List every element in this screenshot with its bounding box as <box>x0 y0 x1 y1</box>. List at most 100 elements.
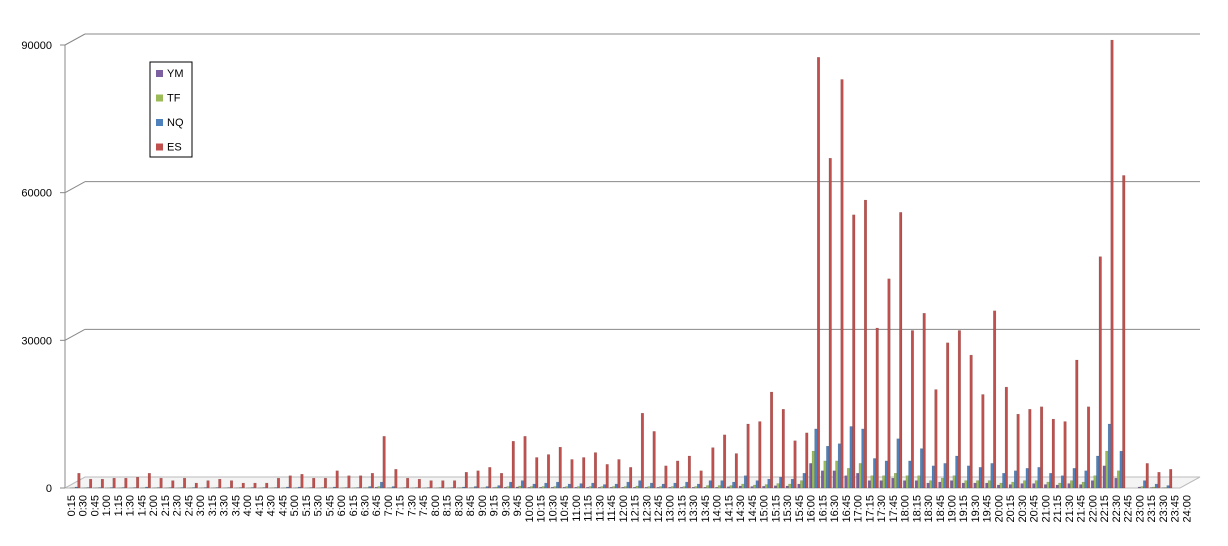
bar <box>847 468 851 489</box>
bar <box>1060 475 1064 489</box>
bar <box>74 486 78 489</box>
bar <box>1166 485 1170 489</box>
bar <box>1084 470 1088 489</box>
x-tick-label: 21:45 <box>1076 495 1088 523</box>
x-tick-label: 15:15 <box>770 495 782 523</box>
bar <box>687 455 691 489</box>
bar <box>797 483 801 489</box>
x-tick-label: 13:15 <box>676 495 688 523</box>
bar <box>1119 450 1123 489</box>
bar <box>929 480 933 489</box>
bar <box>241 482 245 489</box>
bar <box>1143 480 1147 489</box>
bar <box>1023 480 1027 489</box>
x-tick-label: 4:15 <box>254 495 266 516</box>
bar <box>699 470 703 489</box>
bar <box>535 457 539 489</box>
bar <box>779 476 783 489</box>
bar <box>635 485 639 489</box>
bar <box>826 445 830 489</box>
bar <box>520 480 524 489</box>
x-tick-label: 5:00 <box>289 495 301 516</box>
bar <box>276 477 280 489</box>
bar <box>790 478 794 489</box>
bar <box>527 487 531 489</box>
bar <box>582 457 586 489</box>
bar <box>955 455 959 489</box>
bar <box>230 480 234 489</box>
bar <box>638 480 642 489</box>
x-tick-label: 1:45 <box>136 495 148 516</box>
bar <box>1016 413 1020 489</box>
bar <box>967 465 971 489</box>
bar <box>145 486 149 489</box>
bar <box>1072 468 1076 489</box>
x-tick-label: 9:15 <box>489 495 501 516</box>
x-tick-label: 20:15 <box>1005 495 1017 523</box>
bar <box>183 477 187 489</box>
x-tick-label: 6:00 <box>336 495 348 516</box>
bar <box>920 448 924 489</box>
bar <box>136 476 140 489</box>
bar <box>574 487 578 489</box>
bar <box>1011 481 1015 489</box>
bar <box>717 485 721 489</box>
bar <box>473 486 477 489</box>
bar <box>952 475 956 489</box>
bar <box>703 487 707 489</box>
legend-label: YM <box>167 68 184 80</box>
bar <box>544 482 548 489</box>
bar <box>633 487 637 489</box>
bar <box>814 428 818 489</box>
bar <box>770 391 774 489</box>
x-tick-label: 1:15 <box>113 495 125 516</box>
bar <box>286 486 290 489</box>
grid-edge <box>64 33 86 46</box>
bar <box>917 475 921 489</box>
x-tick-label: 4:45 <box>277 495 289 516</box>
bar <box>359 475 363 489</box>
bar <box>1063 421 1067 489</box>
x-tick-label: 6:45 <box>371 495 383 516</box>
bar <box>218 478 222 489</box>
legend-marker <box>156 119 163 126</box>
bar <box>680 487 684 489</box>
grid-edge <box>64 328 86 341</box>
bar <box>978 467 982 489</box>
bar <box>946 342 950 489</box>
bar <box>926 482 930 489</box>
x-tick-label: 17:45 <box>888 495 900 523</box>
x-tick-label: 14:00 <box>712 495 724 523</box>
bar <box>884 460 888 489</box>
bar <box>1037 467 1041 489</box>
bar <box>171 480 175 489</box>
bar <box>858 463 862 489</box>
bar <box>605 464 609 489</box>
bar <box>614 483 618 489</box>
x-tick-label: 20:45 <box>1029 495 1041 523</box>
bar <box>961 482 965 489</box>
bar <box>993 310 997 489</box>
bar <box>1032 483 1036 489</box>
bar <box>856 473 860 489</box>
bar <box>691 487 695 489</box>
x-tick-label: 10:45 <box>559 495 571 523</box>
bar <box>762 486 766 489</box>
x-tick-label: 15:00 <box>759 495 771 523</box>
bar <box>723 434 727 489</box>
bar <box>914 480 918 489</box>
bar <box>500 473 504 489</box>
x-tick-label: 2:45 <box>183 495 195 516</box>
bar <box>1152 486 1156 489</box>
bar <box>659 486 663 489</box>
bar <box>708 480 712 489</box>
bar <box>429 480 433 489</box>
bar <box>1067 483 1071 489</box>
bar <box>835 460 839 489</box>
bar <box>518 485 522 489</box>
bar <box>823 460 827 489</box>
x-tick-label: 12:30 <box>641 495 653 523</box>
x-tick-label: 0:15 <box>66 495 78 516</box>
bar <box>1034 480 1038 489</box>
bar <box>1154 483 1158 489</box>
